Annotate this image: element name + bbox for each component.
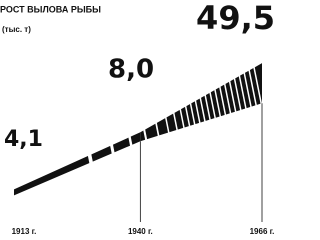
value-label: 49,5: [196, 0, 275, 37]
x-tick-label: 1940 г.: [128, 227, 153, 236]
chart: РОСТ ВЫЛОВА РЫБЫ (тыс. т) 1913 г. 4,1 1940…: [0, 0, 278, 240]
x-tick-label: 1913 г.: [12, 227, 37, 236]
value-label: 4,1: [4, 127, 43, 152]
x-tick-label: 1966 г.: [250, 227, 275, 236]
value-label: 8,0: [108, 55, 154, 85]
page: РОСТ ВЫЛОВА РЫБЫ (тыс. т) 1913 г. 4,1 1940…: [0, 0, 320, 240]
chart-title: РОСТ ВЫЛОВА РЫБЫ: [0, 4, 101, 14]
chart-subtitle: (тыс. т): [2, 25, 31, 34]
